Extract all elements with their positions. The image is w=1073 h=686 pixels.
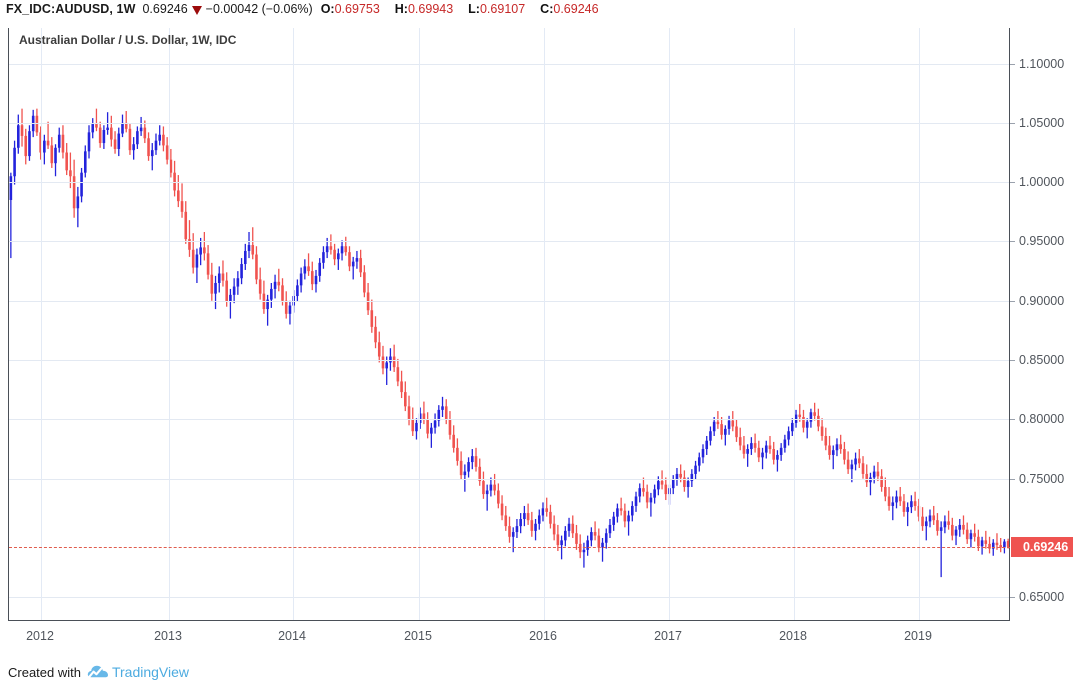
price-tick xyxy=(1010,419,1015,421)
low-label: L: xyxy=(468,2,480,16)
time-tick-label: 2014 xyxy=(278,629,306,643)
quote-bar: FX_IDC:AUDUSD, 1W 0.69246 −0.00042 (−0.0… xyxy=(6,1,606,17)
created-with-label: Created with xyxy=(8,664,81,680)
gridline-vertical xyxy=(669,28,670,620)
high-value: 0.69943 xyxy=(407,2,454,16)
time-tick-label: 2016 xyxy=(529,629,557,643)
price-axis[interactable]: 0.69246 1.10000 1.05000 1.00000 0.95000 0.90… xyxy=(1009,28,1073,621)
symbol-label[interactable]: FX_IDC:AUDUSD, 1W xyxy=(6,2,136,16)
low-value: 0.69107 xyxy=(479,2,526,16)
price-tick-label: 1.05000 xyxy=(1019,115,1065,130)
chart-plot-area[interactable] xyxy=(9,28,1009,620)
current-price-badge: 0.69246 xyxy=(1011,536,1073,557)
gridline-horizontal xyxy=(9,300,1009,302)
gridline-vertical xyxy=(169,28,170,620)
candlestick-series xyxy=(9,108,1009,578)
chart-frame[interactable]: Australian Dollar / U.S. Dollar, 1W, IDC xyxy=(8,28,1010,621)
price-change: −0.00042 (−0.06%) xyxy=(205,2,313,16)
close-label: C: xyxy=(540,2,554,16)
time-tick-label: 2013 xyxy=(154,629,182,643)
close-value: 0.69246 xyxy=(553,2,599,16)
high-label: H: xyxy=(394,2,408,16)
price-tick xyxy=(1010,182,1015,184)
time-axis[interactable]: 2012 2013 2014 2015 2016 2017 2018 2019 xyxy=(8,622,1073,648)
time-tick-label: 2019 xyxy=(904,629,932,643)
time-tick-label: 2012 xyxy=(26,629,54,643)
footer-attribution: Created with TradingView xyxy=(8,662,189,682)
gridline-horizontal xyxy=(9,478,1009,480)
gridline-horizontal xyxy=(9,63,1009,65)
chart-legend: Australian Dollar / U.S. Dollar, 1W, IDC xyxy=(19,33,237,47)
triangle-down-icon xyxy=(191,5,202,15)
price-tick-label: 1.00000 xyxy=(1019,175,1065,190)
price-tick xyxy=(1010,360,1015,362)
gridline-horizontal xyxy=(9,360,1009,362)
gridline-horizontal xyxy=(9,241,1009,243)
price-tick xyxy=(1010,300,1015,302)
open-label: O: xyxy=(320,2,335,16)
price-tick xyxy=(1010,241,1015,243)
price-tick-label: 1.10000 xyxy=(1019,56,1065,71)
gridline-vertical xyxy=(419,28,420,620)
gridline-horizontal xyxy=(9,419,1009,421)
tradingview-brand-label[interactable]: TradingView xyxy=(111,664,190,680)
time-tick-label: 2015 xyxy=(404,629,432,643)
price-tick xyxy=(1010,478,1015,480)
gridline-vertical xyxy=(794,28,795,620)
open-value: 0.69753 xyxy=(334,2,380,16)
last-price: 0.69246 xyxy=(142,2,188,16)
price-badge-tick xyxy=(1011,546,1017,549)
price-tick-label: 0.95000 xyxy=(1019,234,1065,249)
gridline-horizontal xyxy=(9,122,1009,124)
price-tick-label: 0.65000 xyxy=(1019,590,1065,605)
price-tick xyxy=(1010,597,1015,599)
price-tick-label: 0.80000 xyxy=(1019,412,1065,427)
price-tick xyxy=(1010,122,1015,124)
gridline-horizontal xyxy=(9,597,1009,599)
gridline-vertical xyxy=(544,28,545,620)
gridline-horizontal xyxy=(9,182,1009,184)
price-tick-label: 0.90000 xyxy=(1019,293,1065,308)
price-tick-label: 0.85000 xyxy=(1019,353,1065,368)
gridline-vertical xyxy=(293,28,294,620)
time-tick-label: 2017 xyxy=(654,629,682,643)
gridline-vertical xyxy=(919,28,920,620)
time-tick-label: 2018 xyxy=(779,629,807,643)
price-tick-label: 0.75000 xyxy=(1019,471,1065,486)
gridline-vertical xyxy=(41,28,42,620)
current-price-line xyxy=(9,546,1010,548)
tradingview-logo-icon xyxy=(87,665,108,678)
price-tick xyxy=(1010,63,1015,65)
